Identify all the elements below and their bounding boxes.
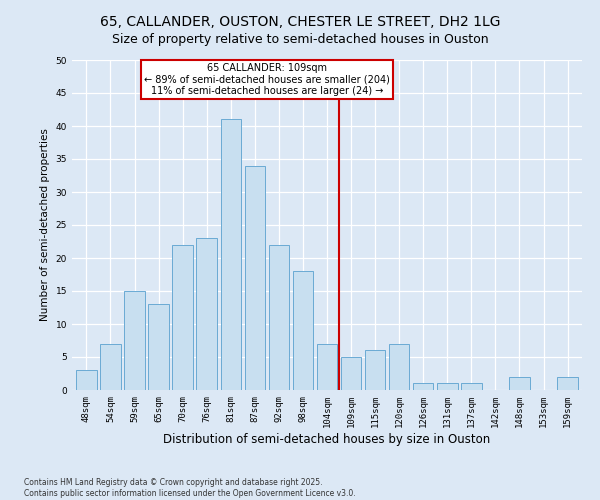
- Text: Contains HM Land Registry data © Crown copyright and database right 2025.
Contai: Contains HM Land Registry data © Crown c…: [24, 478, 356, 498]
- Text: Size of property relative to semi-detached houses in Ouston: Size of property relative to semi-detach…: [112, 32, 488, 46]
- Bar: [557, 377, 578, 390]
- Bar: [341, 357, 361, 390]
- Bar: [148, 304, 169, 390]
- Bar: [269, 245, 289, 390]
- Bar: [437, 384, 458, 390]
- Y-axis label: Number of semi-detached properties: Number of semi-detached properties: [40, 128, 50, 322]
- Bar: [245, 166, 265, 390]
- Bar: [124, 291, 145, 390]
- Bar: [196, 238, 217, 390]
- Bar: [100, 344, 121, 390]
- Bar: [413, 384, 433, 390]
- Bar: [509, 377, 530, 390]
- Bar: [76, 370, 97, 390]
- Text: 65, CALLANDER, OUSTON, CHESTER LE STREET, DH2 1LG: 65, CALLANDER, OUSTON, CHESTER LE STREET…: [100, 15, 500, 29]
- Text: 65 CALLANDER: 109sqm
← 89% of semi-detached houses are smaller (204)
11% of semi: 65 CALLANDER: 109sqm ← 89% of semi-detac…: [144, 64, 390, 96]
- Bar: [293, 271, 313, 390]
- Bar: [461, 384, 482, 390]
- Bar: [172, 245, 193, 390]
- Bar: [389, 344, 409, 390]
- Bar: [317, 344, 337, 390]
- Bar: [365, 350, 385, 390]
- Bar: [221, 120, 241, 390]
- X-axis label: Distribution of semi-detached houses by size in Ouston: Distribution of semi-detached houses by …: [163, 432, 491, 446]
